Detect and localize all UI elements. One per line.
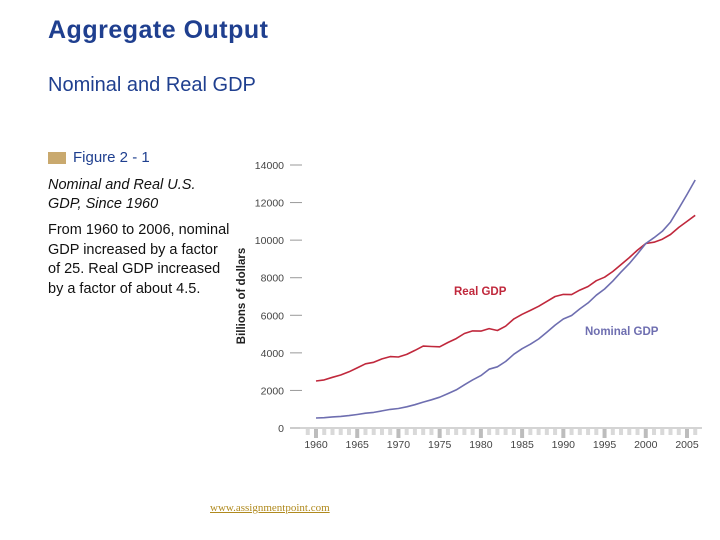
y-tick-label: 10000 (255, 235, 284, 247)
x-tick-mark (322, 429, 327, 435)
x-axis: 1960 1965 1970 1975 1980 1985 1990 1995 2000 2005 (300, 427, 702, 451)
y-tick-label: 2000 (261, 385, 285, 397)
x-tick-mark (602, 429, 607, 438)
slide-subtitle: Nominal and Real GDP (48, 74, 256, 96)
x-tick-mark (404, 429, 409, 435)
y-tick-label: 4000 (261, 348, 285, 360)
x-tick-label: 1970 (387, 439, 411, 451)
x-tick-mark (660, 429, 665, 435)
x-tick-mark (685, 429, 689, 438)
x-tick-label: 1975 (428, 439, 452, 451)
y-tick-label: 0 (278, 423, 284, 435)
x-tick-mark (553, 429, 558, 435)
x-tick-mark (314, 429, 318, 438)
x-tick-mark (412, 429, 417, 435)
slide-title: Aggregate Output (48, 16, 269, 44)
y-tick-label: 8000 (261, 273, 285, 285)
x-tick-mark (577, 429, 582, 435)
x-tick-mark (388, 429, 393, 435)
x-tick-label: 1960 (304, 439, 328, 451)
figure-caption: Nominal and Real U.S. GDP, Since 1960 (48, 177, 196, 212)
x-tick-mark (693, 429, 698, 435)
x-tick-label: 2000 (634, 439, 658, 451)
x-tick-mark (586, 429, 591, 435)
series-label-nominal-gdp: Nominal GDP (585, 326, 659, 338)
x-tick-mark (520, 429, 525, 438)
series-lines (315, 179, 696, 419)
x-tick-mark (396, 429, 401, 438)
x-tick-mark (511, 429, 516, 435)
x-tick-mark (330, 429, 335, 435)
figure-label-text: Figure 2 - 1 (73, 149, 150, 166)
figure-label: Figure 2 - 1 (48, 149, 150, 166)
y-axis: 0 2000 4000 6000 8000 10000 12000 14000 (255, 160, 302, 435)
x-tick-mark (495, 429, 500, 435)
footer-link[interactable]: www.assignmentpoint.com (210, 502, 330, 514)
x-tick-mark (445, 429, 450, 435)
x-tick-mark (355, 429, 360, 438)
x-tick-mark (338, 429, 343, 435)
x-tick-label: 1980 (469, 439, 493, 451)
x-tick-mark (487, 429, 492, 435)
x-tick-mark (346, 429, 351, 435)
x-tick-label: 2005 (675, 439, 699, 451)
x-tick-mark (437, 429, 442, 438)
x-tick-mark (544, 429, 549, 435)
x-tick-mark (470, 429, 475, 435)
x-tick-mark (371, 429, 376, 435)
figure-swatch-icon (48, 151, 66, 164)
x-tick-mark (429, 429, 434, 435)
x-tick-mark (627, 429, 632, 435)
x-tick-mark (643, 429, 648, 438)
x-tick-mark (421, 429, 426, 435)
x-tick-mark (561, 429, 566, 438)
x-tick-mark (305, 429, 310, 435)
series-line-nominal-gdp (315, 179, 696, 419)
x-tick-mark (536, 429, 541, 435)
x-tick-label: 1990 (552, 439, 576, 451)
y-tick-label: 14000 (255, 160, 284, 172)
series-line-real-gdp (315, 214, 696, 382)
y-tick-label: 12000 (255, 198, 284, 210)
x-tick-label: 1985 (510, 439, 534, 451)
x-tick-mark (676, 429, 681, 435)
x-tick-mark (363, 429, 368, 435)
x-tick-mark (619, 429, 624, 435)
x-tick-mark (668, 429, 673, 435)
x-tick-mark (569, 429, 574, 435)
x-tick-mark (478, 429, 483, 438)
y-axis-label: Billions of dollars (236, 248, 248, 344)
x-tick-mark (528, 429, 533, 435)
series-label-real-gdp: Real GDP (454, 286, 507, 298)
x-tick-mark (652, 429, 657, 435)
figure-description: From 1960 to 2006, nominal GDP increased… (48, 222, 230, 297)
x-tick-mark (454, 429, 459, 435)
x-tick-mark (594, 429, 599, 435)
x-tick-label: 1995 (593, 439, 617, 451)
x-tick-mark (462, 429, 467, 435)
x-tick-mark (379, 429, 384, 435)
x-tick-label: 1965 (346, 439, 370, 451)
x-tick-mark (503, 429, 508, 435)
y-tick-label: 6000 (261, 310, 285, 322)
x-tick-mark (610, 429, 615, 435)
x-tick-mark (635, 429, 640, 435)
